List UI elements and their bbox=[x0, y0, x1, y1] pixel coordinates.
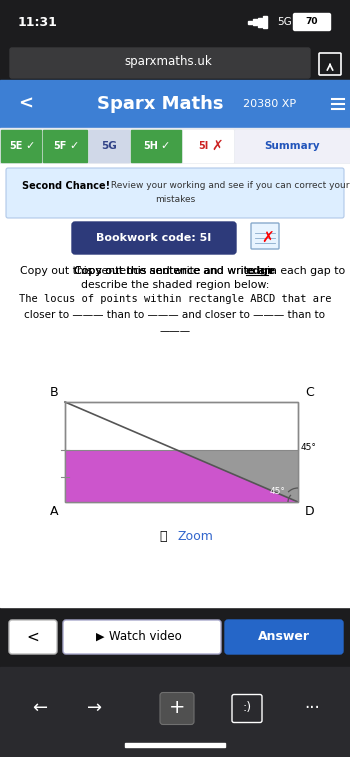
Bar bbox=[183, 130, 233, 162]
Bar bbox=[0, 80, 350, 128]
Text: ✓: ✓ bbox=[25, 141, 35, 151]
Text: 11:31: 11:31 bbox=[18, 15, 58, 29]
Text: ✗: ✗ bbox=[261, 231, 274, 246]
Bar bbox=[258, 17, 262, 26]
Bar bbox=[125, 743, 225, 747]
FancyBboxPatch shape bbox=[160, 693, 194, 724]
Text: 70: 70 bbox=[306, 17, 318, 26]
Text: 5G: 5G bbox=[278, 17, 292, 27]
Text: 5I: 5I bbox=[198, 141, 208, 151]
Bar bbox=[0, 164, 350, 607]
FancyBboxPatch shape bbox=[9, 620, 57, 654]
Text: 45°: 45° bbox=[301, 444, 317, 453]
Text: C: C bbox=[305, 386, 314, 399]
Text: ✓: ✓ bbox=[160, 141, 170, 151]
Text: 5E: 5E bbox=[9, 141, 23, 151]
Text: A: A bbox=[49, 505, 58, 518]
Text: D: D bbox=[305, 505, 315, 518]
Text: sparxmaths.uk: sparxmaths.uk bbox=[124, 55, 212, 68]
Text: Review your working and see if you can correct your: Review your working and see if you can c… bbox=[108, 182, 350, 191]
Text: ▶: ▶ bbox=[96, 632, 104, 642]
Text: 5F: 5F bbox=[53, 141, 67, 151]
Text: Sparx Maths: Sparx Maths bbox=[97, 95, 223, 113]
Text: ←: ← bbox=[33, 699, 48, 716]
Text: 🔍: 🔍 bbox=[160, 531, 167, 544]
Polygon shape bbox=[65, 450, 298, 502]
Text: Bookwork code: 5I: Bookwork code: 5I bbox=[96, 233, 212, 243]
Text: edge: edge bbox=[246, 266, 276, 276]
Text: →: → bbox=[88, 699, 103, 716]
FancyBboxPatch shape bbox=[10, 48, 310, 78]
Bar bbox=[43, 130, 87, 162]
FancyBboxPatch shape bbox=[251, 223, 279, 249]
Bar bbox=[0, 0, 350, 44]
Text: Second Chance!: Second Chance! bbox=[22, 181, 110, 191]
Text: describe the shaded region below:: describe the shaded region below: bbox=[81, 280, 269, 290]
Text: closer to ——— than to ——— and closer to ——— than to: closer to ——— than to ——— and closer to … bbox=[25, 310, 326, 320]
Bar bbox=[248, 20, 252, 23]
Text: Copy out this sentence and write an: Copy out this sentence and write an bbox=[20, 266, 221, 276]
Bar bbox=[253, 19, 257, 25]
Text: 5G: 5G bbox=[101, 141, 117, 151]
Text: +: + bbox=[169, 698, 185, 717]
Text: Answer: Answer bbox=[258, 631, 310, 643]
Text: ✗: ✗ bbox=[211, 139, 223, 153]
Text: Watch video: Watch video bbox=[108, 631, 181, 643]
Text: ···: ··· bbox=[304, 699, 320, 716]
Text: Copy out this sentence and write an: Copy out this sentence and write an bbox=[75, 266, 275, 276]
Text: ✓: ✓ bbox=[69, 141, 79, 151]
Bar bbox=[1, 130, 41, 162]
Text: Copy out this sentence and write an: Copy out this sentence and write an bbox=[75, 266, 275, 276]
Text: <: < bbox=[18, 95, 33, 113]
Bar bbox=[0, 667, 350, 757]
FancyBboxPatch shape bbox=[6, 168, 344, 218]
Text: mistakes: mistakes bbox=[155, 195, 195, 204]
FancyBboxPatch shape bbox=[294, 14, 330, 30]
FancyBboxPatch shape bbox=[225, 620, 343, 654]
Text: :): :) bbox=[243, 701, 252, 714]
Text: ———: ——— bbox=[160, 326, 190, 336]
FancyBboxPatch shape bbox=[63, 620, 221, 654]
Text: B: B bbox=[49, 386, 58, 399]
FancyBboxPatch shape bbox=[72, 222, 236, 254]
Bar bbox=[65, 402, 298, 502]
Bar bbox=[89, 130, 129, 162]
Bar bbox=[0, 128, 350, 164]
Bar bbox=[131, 130, 181, 162]
Text: Summary: Summary bbox=[264, 141, 320, 151]
Text: Zoom: Zoom bbox=[177, 531, 213, 544]
Text: 20380 XP: 20380 XP bbox=[244, 99, 296, 109]
Bar bbox=[235, 130, 349, 162]
Bar bbox=[0, 44, 350, 80]
Bar bbox=[263, 16, 267, 28]
Text: 45°: 45° bbox=[270, 488, 286, 497]
Text: <: < bbox=[27, 630, 39, 644]
Text: The locus of points within rectangle ABCD that are: The locus of points within rectangle ABC… bbox=[19, 294, 331, 304]
Polygon shape bbox=[177, 450, 298, 502]
Bar bbox=[65, 402, 298, 502]
Text: 5H: 5H bbox=[144, 141, 159, 151]
Text: in each gap to: in each gap to bbox=[267, 266, 345, 276]
